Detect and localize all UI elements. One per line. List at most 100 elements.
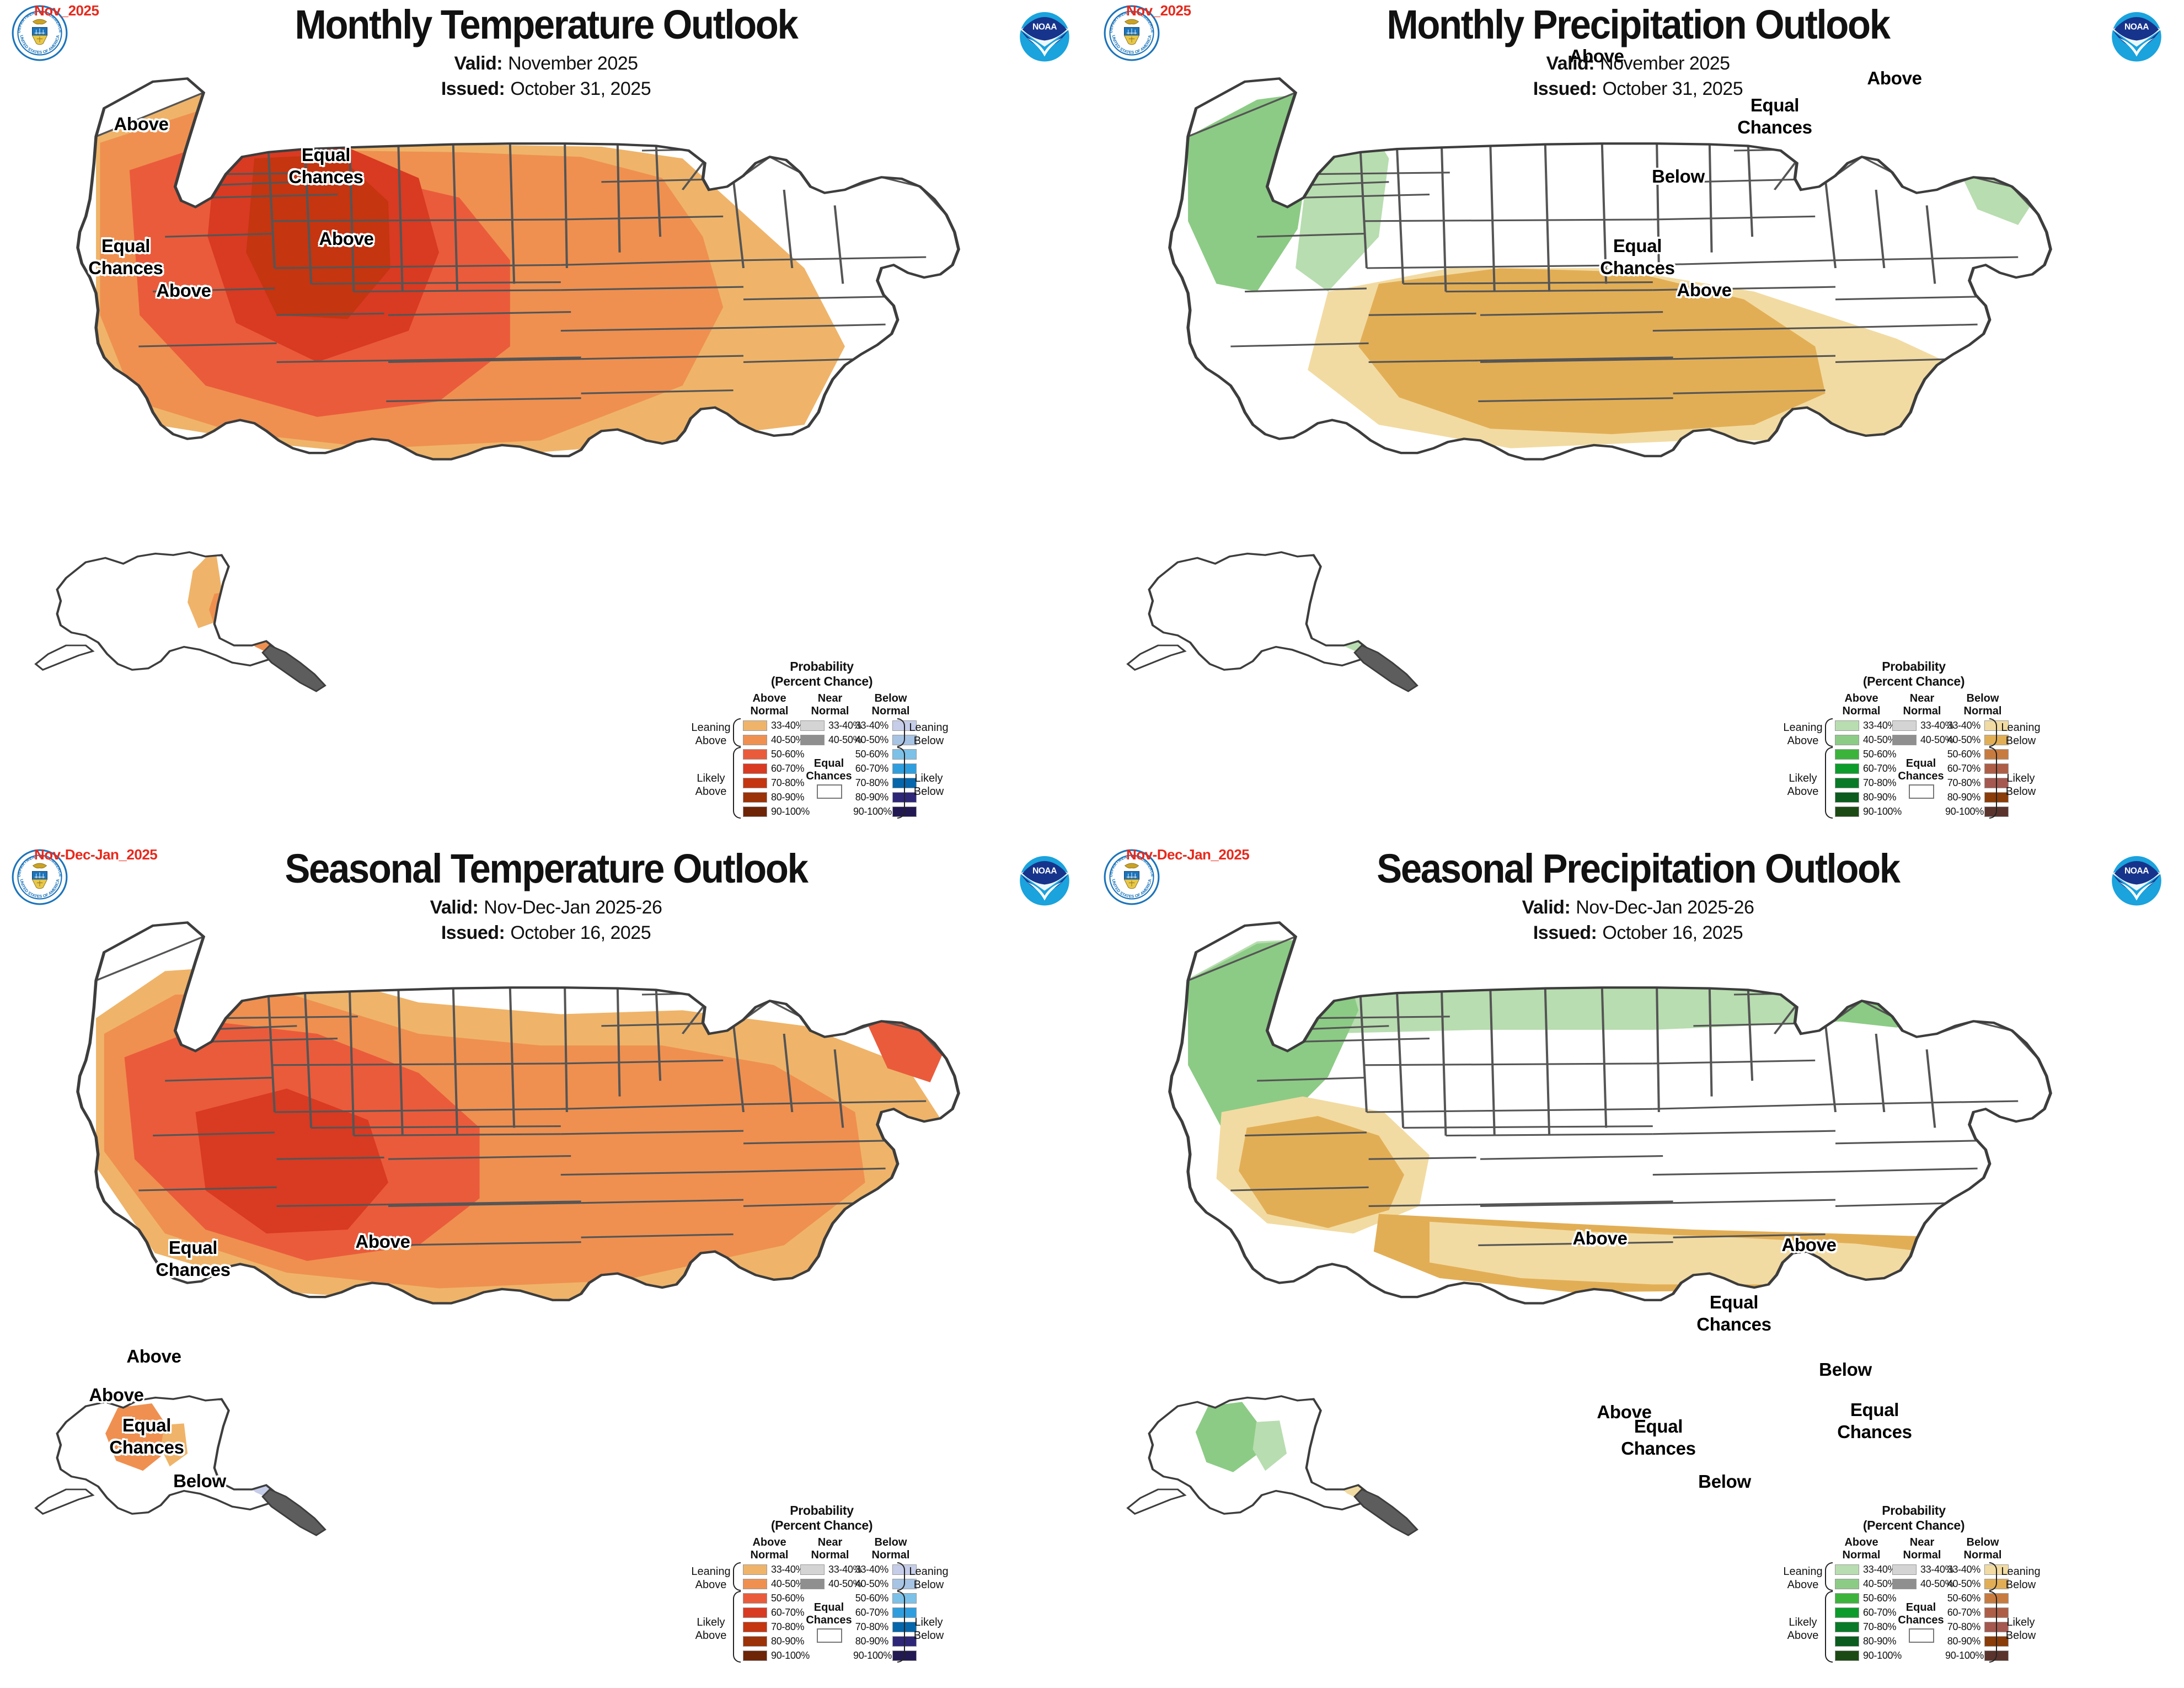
map-container — [0, 0, 1092, 844]
state-boundary — [1480, 1155, 1663, 1160]
state-boundary — [1835, 1167, 1978, 1173]
legend-below-label-2: 50-60% — [1947, 1593, 1981, 1604]
state-boundary — [276, 1156, 384, 1160]
panel-metadata: Valid: November 2025 Issued: October 31, 2… — [1092, 51, 2184, 102]
legend-below-row-2: 50-60% — [1945, 1593, 2009, 1604]
legend-above-swatch-2 — [1835, 1593, 1859, 1604]
conus-map — [76, 921, 960, 1305]
legend-equal-chances-label: Equal Chances — [1898, 757, 1944, 782]
valid-row: Valid: Nov-Dec-Jan 2025-26 — [0, 895, 1092, 920]
legend-above-label-4: 70-80% — [771, 1621, 805, 1632]
state-boundary — [1230, 1186, 1369, 1192]
legend-equal-chances-swatch — [1909, 1628, 1934, 1643]
conus-coastline — [76, 77, 960, 461]
state-boundary — [304, 149, 313, 284]
state-boundary — [1773, 1006, 1796, 1034]
state-boundary — [1303, 1037, 1430, 1043]
state-boundary — [1673, 1233, 1826, 1238]
state-boundary — [1245, 1131, 1367, 1137]
state-boundary — [388, 311, 571, 316]
legend-below-label-2: 50-60% — [855, 749, 889, 760]
state-boundary — [1318, 172, 1450, 175]
issued-value: October 16, 2025 — [510, 922, 651, 943]
state-boundary — [195, 110, 306, 119]
state-boundary — [1747, 146, 1754, 237]
state-boundary — [743, 1100, 927, 1105]
legend-above-label-5: 80-90% — [771, 792, 805, 803]
legend-above-swatch-5 — [1835, 792, 1859, 803]
state-boundary — [267, 996, 276, 1113]
state-boundary — [560, 1171, 744, 1176]
legend-above-swatch-1 — [743, 735, 767, 745]
alaska-panhandle — [261, 1488, 326, 1536]
legend-leaning-above: Leaning Above — [1783, 1566, 1823, 1591]
state-boundary — [1480, 311, 1663, 316]
map-label-Above-5: Above — [1597, 1402, 1652, 1422]
legend-above-label-1: 40-50% — [1863, 1578, 1897, 1589]
map-label-Equal-Chances-6: Equal Chances — [1621, 1416, 1696, 1459]
legend-above-row-4: 70-80% — [1835, 1621, 1897, 1633]
legend-near-swatch-1 — [1892, 735, 1917, 745]
brace-likely-below — [1989, 1591, 1997, 1663]
valid-row: Valid: November 2025 — [0, 51, 1092, 76]
state-boundary — [1359, 996, 1368, 1113]
alaska-map — [1126, 551, 1418, 692]
corner-date-tag: Nov_2025 — [34, 2, 99, 19]
alaska-panhandle — [261, 644, 326, 692]
legend-above-swatch-2 — [1835, 749, 1859, 760]
legend-above-label-6: 90-100% — [1863, 1650, 1902, 1661]
legend-above-row-6: 90-100% — [1835, 806, 1902, 818]
state-boundary — [1446, 1133, 1653, 1137]
legend-above-label-4: 70-80% — [771, 777, 805, 788]
legend-above-swatch-1 — [1835, 1579, 1859, 1589]
legend-above-label-4: 70-80% — [1863, 1621, 1897, 1632]
svg-text:NOAA: NOAA — [2124, 22, 2149, 31]
state-boundary — [276, 1203, 387, 1207]
state-boundary — [272, 1062, 561, 1066]
state-boundary — [165, 1076, 273, 1082]
state-boundary — [743, 323, 886, 329]
panel-title: Seasonal Temperature Outlook — [285, 846, 808, 891]
legend-above-row-5: 80-90% — [743, 1636, 805, 1647]
state-boundary — [560, 286, 744, 291]
legend-above-row-4: 70-80% — [743, 1621, 805, 1633]
valid-key: Valid: — [454, 53, 503, 74]
map-label-Above-1: Above — [1781, 1235, 1837, 1255]
state-boundary — [1652, 1171, 1836, 1176]
legend-leaning-above: Leaning Above — [1783, 722, 1823, 747]
state-boundary — [274, 264, 561, 269]
brace-leaning-below — [897, 1562, 905, 1591]
legend-above-swatch-3 — [1835, 1607, 1859, 1618]
map-container — [1092, 0, 2184, 844]
legend-above-label-3: 60-70% — [771, 1607, 805, 1618]
state-boundary — [564, 143, 568, 269]
state-boundary — [1480, 1202, 1673, 1207]
valid-key: Valid: — [430, 897, 479, 918]
state-boundary — [202, 936, 213, 1042]
alaska-panhandle — [1353, 1488, 1418, 1536]
legend-below-row-6: 90-100% — [853, 1650, 917, 1662]
state-boundary — [1835, 1139, 1998, 1145]
svg-text:NOAA: NOAA — [1032, 866, 1057, 875]
legend-title-line2: (Percent Chance) — [1862, 1518, 1965, 1532]
issued-value: October 16, 2025 — [1602, 922, 1743, 943]
state-boundary — [153, 287, 275, 293]
legend-below-label-4: 70-80% — [1947, 1621, 1981, 1632]
legend-near-row-1: 40-50% — [1892, 734, 1954, 746]
legend-above-label-0: 33-40% — [1863, 720, 1897, 731]
map-label-Above-4: Above — [156, 280, 211, 301]
state-boundary — [732, 178, 745, 269]
issued-key: Issued: — [1533, 922, 1597, 943]
state-boundary — [560, 1103, 744, 1110]
legend-above-row-5: 80-90% — [743, 792, 805, 803]
state-boundary — [1364, 218, 1653, 222]
state-boundary — [1396, 149, 1405, 284]
legend-above-swatch-2 — [743, 749, 767, 760]
state-boundary — [311, 281, 561, 285]
legend-above-swatch-3 — [743, 1607, 767, 1618]
legend-above-row-1: 40-50% — [1835, 1578, 1897, 1590]
legend-below-label-0: 33-40% — [855, 1564, 889, 1575]
state-boundary — [564, 987, 568, 1113]
legend-below-row-6: 90-100% — [1945, 1650, 2009, 1662]
legend-above-swatch-0 — [743, 720, 767, 731]
